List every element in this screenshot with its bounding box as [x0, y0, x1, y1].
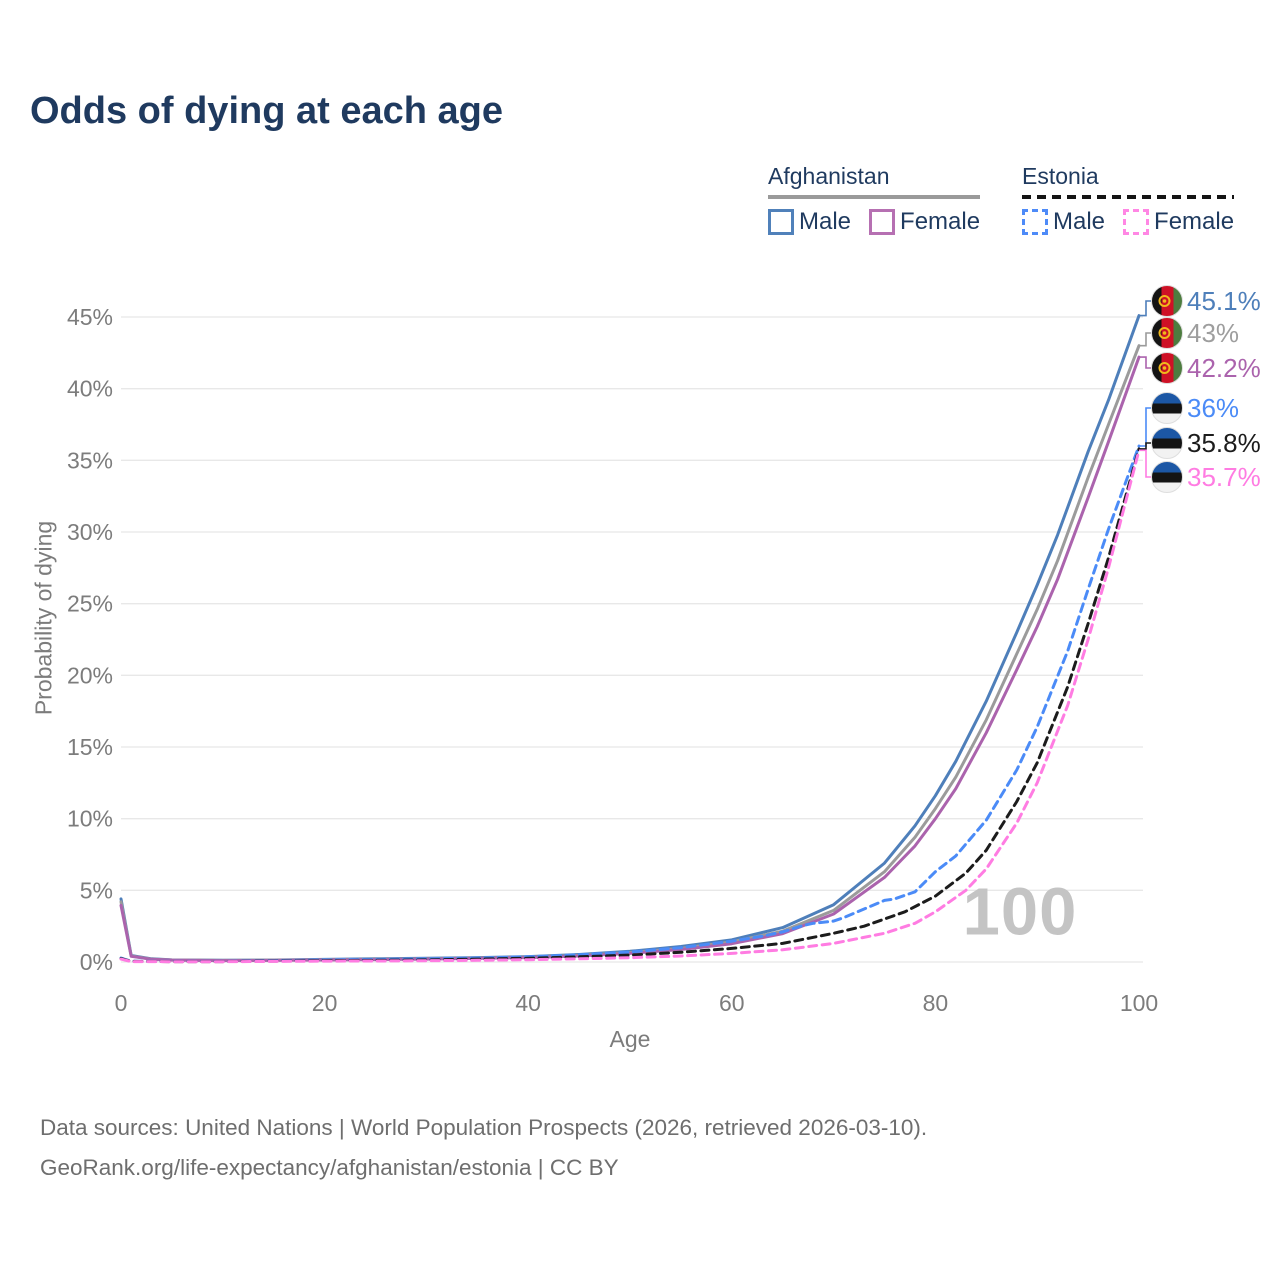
end-label-estonia-female: 35.7% — [1187, 462, 1261, 492]
end-label-afghanistan-male: 45.1% — [1187, 286, 1261, 316]
hover-age-watermark: 100 — [962, 874, 1078, 950]
end-label-connector — [1139, 332, 1151, 347]
flag-estonia-icon — [1151, 392, 1183, 424]
series-line-afghanistan-female[interactable] — [119, 355, 1141, 963]
end-label-connector — [1139, 300, 1151, 317]
legend-item-estonia-male[interactable]: Male — [1022, 208, 1105, 236]
legend-header-afghanistan: Afghanistan — [768, 163, 890, 189]
series-line-estonia-female[interactable] — [119, 448, 1141, 964]
series-line-afghanistan-male[interactable] — [119, 314, 1141, 962]
legend-swatch-afghanistan-male — [768, 209, 794, 235]
x-axis-title: Age — [609, 1026, 651, 1052]
chart-title: Odds of dying at each age — [30, 90, 503, 132]
legend-underline-dashed — [1022, 195, 1235, 199]
flag-estonia-icon — [1151, 461, 1183, 493]
flag-afghanistan-icon — [1151, 352, 1183, 384]
legend-underline-solid — [768, 195, 981, 199]
x-tick-label: 100 — [1120, 990, 1158, 1016]
footer: Data sources: United Nations | World Pop… — [40, 1108, 927, 1188]
end-label-estonia-male: 36% — [1187, 393, 1239, 423]
legend-item-estonia-female[interactable]: Female — [1123, 208, 1234, 236]
y-tick-label: 20% — [67, 662, 113, 688]
y-axis-title: Probability of dying — [30, 520, 57, 716]
flag-estonia-icon — [1151, 427, 1183, 459]
y-tick-label: 30% — [67, 519, 113, 545]
legend-label: Female — [1154, 208, 1235, 235]
flag-ring — [1151, 352, 1183, 384]
legend-swatch-afghanistan-female — [869, 209, 896, 235]
y-tick-label: 40% — [67, 376, 113, 402]
legend-group-estonia: Estonia Male Female — [1022, 163, 1235, 236]
flag-ring — [1151, 285, 1183, 317]
legend-swatch-estonia-male — [1022, 209, 1048, 235]
y-tick-label: 10% — [67, 806, 113, 832]
x-tick-label: 60 — [719, 990, 745, 1016]
flag-ring — [1151, 427, 1183, 459]
legend-label: Male — [799, 208, 852, 235]
y-tick-label: 5% — [80, 877, 113, 903]
end-label-connector — [1139, 407, 1151, 447]
end-label-connector — [1139, 356, 1151, 369]
flag-afghanistan-icon — [1151, 285, 1183, 317]
y-tick-label: 0% — [80, 949, 113, 975]
end-label-afghanistan-all: 43% — [1187, 318, 1239, 348]
end-label-afghanistan-female: 42.2% — [1187, 353, 1261, 383]
flag-ring — [1151, 461, 1183, 493]
legend-group-afghanistan: Afghanistan Male Female — [768, 163, 981, 236]
flag-afghanistan-icon — [1151, 317, 1183, 349]
series-line-afghanistan-all[interactable] — [119, 344, 1141, 962]
flag-ring — [1151, 392, 1183, 424]
footer-sources: Data sources: United Nations | World Pop… — [40, 1115, 928, 1140]
legend-label: Male — [1053, 208, 1106, 235]
legend-header-estonia: Estonia — [1022, 163, 1099, 189]
legend-label: Female — [900, 208, 981, 235]
end-label-connector — [1139, 449, 1151, 478]
x-tick-label: 80 — [923, 990, 949, 1016]
x-tick-label: 20 — [312, 990, 338, 1016]
legend-item-afghanistan-male[interactable]: Male — [768, 208, 851, 236]
y-tick-label: 15% — [67, 734, 113, 760]
x-tick-label: 0 — [115, 990, 128, 1016]
legend-item-afghanistan-female[interactable]: Female — [869, 208, 980, 236]
end-label-estonia-all: 35.8% — [1187, 428, 1261, 458]
y-tick-label: 25% — [67, 591, 113, 617]
y-tick-label: 45% — [67, 304, 113, 330]
flag-ring — [1151, 317, 1183, 349]
end-label-connector — [1139, 442, 1151, 450]
footer-attribution: GeoRank.org/life-expectancy/afghanistan/… — [40, 1155, 619, 1180]
x-tick-label: 40 — [515, 990, 541, 1016]
legend-swatch-estonia-female — [1123, 209, 1150, 235]
y-tick-label: 35% — [67, 447, 113, 473]
